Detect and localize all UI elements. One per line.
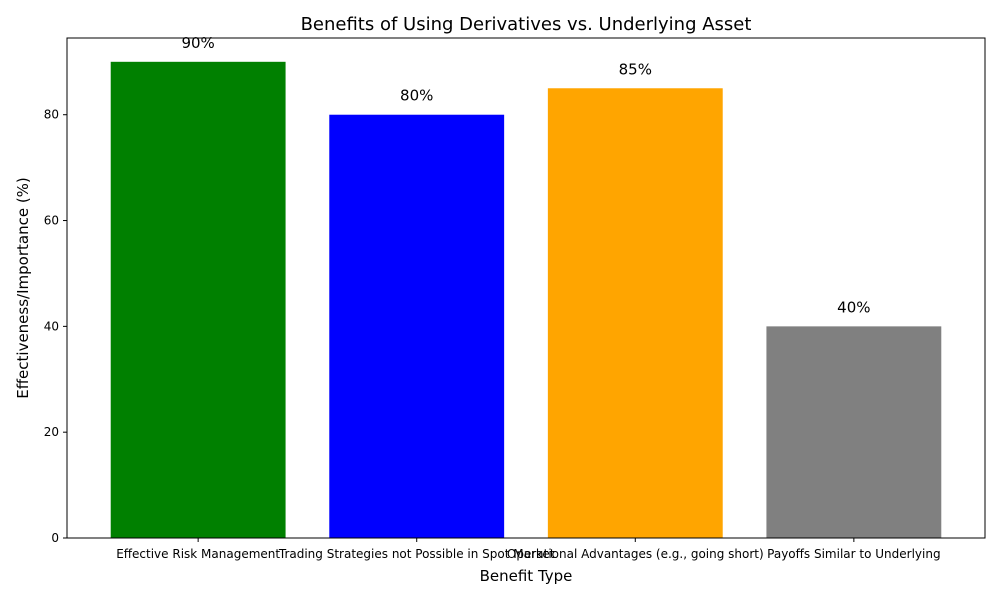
y-tick-label: 0 <box>51 531 59 545</box>
bar <box>547 88 723 538</box>
data-label: 40% <box>837 298 870 316</box>
x-tick-label: Effective Risk Management <box>116 547 280 561</box>
plot-area: 90% Effective Risk Management 80% Trading S… <box>44 34 986 561</box>
data-label: 80% <box>400 87 433 105</box>
x-tick-label: Trading Strategies not Possible in Spot … <box>278 547 555 561</box>
y-tick-label: 20 <box>44 425 59 439</box>
bar <box>110 61 286 539</box>
y-tick-label: 40 <box>44 319 59 333</box>
x-axis-label: Benefit Type <box>480 567 573 585</box>
x-tick-label: Payoffs Similar to Underlying <box>767 547 940 561</box>
plot-frame <box>66 37 986 539</box>
y-axis-label: Effectiveness/Importance (%) <box>14 177 32 399</box>
bar <box>766 326 942 538</box>
chart-title: Benefits of Using Derivatives vs. Underl… <box>301 14 752 35</box>
x-tick-label: Operational Advantages (e.g., going shor… <box>507 547 764 561</box>
bar <box>329 114 505 538</box>
y-tick-label: 80 <box>44 108 59 122</box>
data-label: 90% <box>181 34 214 52</box>
data-label: 85% <box>619 60 652 78</box>
y-tick-label: 60 <box>44 214 59 228</box>
